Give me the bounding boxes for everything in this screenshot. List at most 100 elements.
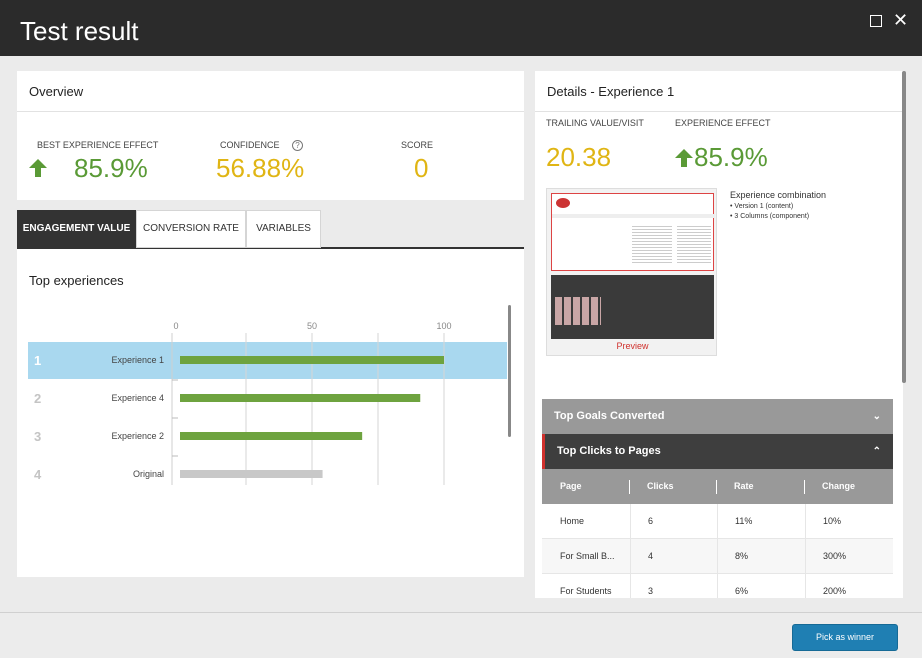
bar: [180, 432, 363, 440]
overview-header: Overview: [17, 71, 524, 112]
preview-thumbnail[interactable]: Preview: [546, 188, 717, 356]
thumbnail-sidebar: [677, 224, 711, 264]
rank-number: 2: [34, 391, 41, 406]
close-icon[interactable]: ✕: [893, 10, 909, 30]
best-effect-label: BEST EXPERIENCE EFFECT: [37, 140, 159, 150]
cell-change: 200%: [823, 586, 847, 596]
row-divider: [630, 539, 631, 574]
best-effect-value: 85.9%: [74, 153, 148, 183]
row-divider: [717, 574, 718, 598]
thumbnail-text: [632, 224, 672, 264]
maximize-icon[interactable]: [870, 15, 882, 27]
combination-item: • 3 Columns (component): [730, 213, 810, 220]
category-label: Experience 4: [111, 393, 164, 403]
preview-link[interactable]: Preview: [616, 341, 649, 351]
experience-effect-value: 85.9%: [694, 142, 768, 172]
tab-variables[interactable]: VARIABLES: [246, 210, 321, 248]
clicks-table: Page Clicks Rate Change Home 6 11% 10% F…: [542, 469, 893, 598]
tab-bar: ENGAGEMENT VALUE CONVERSION RATE VARIABL…: [17, 210, 524, 249]
col-clicks: Clicks: [647, 481, 674, 491]
score-value: 0: [414, 153, 429, 183]
bar: [180, 470, 323, 478]
help-icon[interactable]: ?: [292, 140, 303, 151]
top-experiences-chart: 0 50 100 1 Experience 1 2 Experience 4 3 Experie…: [28, 321, 507, 485]
top-clicks-accordion[interactable]: Top Clicks to Pages ⌃: [542, 434, 893, 469]
top-goals-label: Top Goals Converted: [554, 410, 665, 422]
details-panel: Details - Experience 1 TRAILING VALUE/VI…: [535, 71, 903, 598]
bar: [180, 394, 421, 402]
overview-panel: Overview BEST EXPERIENCE EFFECT 85.9% CO…: [17, 71, 524, 200]
category-label: Experience 2: [111, 431, 164, 441]
combination-item-text: 3 Columns (component): [734, 213, 810, 220]
rank-number: 1: [34, 353, 41, 368]
x-tick-label: 0: [173, 321, 178, 331]
thumbnail-logo: [556, 198, 570, 208]
confidence-value: 56.88%: [216, 153, 305, 183]
category-label: Original: [133, 469, 164, 479]
cell-clicks: 3: [648, 586, 654, 596]
col-rate: Rate: [734, 481, 754, 491]
arrow-up-icon: [29, 159, 47, 177]
details-scrollbar[interactable]: [902, 71, 906, 383]
cell-change: 10%: [823, 516, 842, 526]
table-row[interactable]: Home 6 11% 10%: [542, 504, 893, 539]
row-divider: [630, 504, 631, 539]
tab-conversion-rate[interactable]: CONVERSION RATE: [136, 210, 246, 248]
category-label: Experience 1: [111, 355, 164, 365]
rank-number: 3: [34, 429, 41, 444]
bar: [180, 356, 444, 364]
details-header: Details - Experience 1: [535, 71, 903, 112]
row-divider: [717, 539, 718, 574]
x-tick-label: 50: [307, 321, 317, 331]
pick-winner-button[interactable]: Pick as winner: [792, 624, 898, 651]
col-page: Page: [560, 481, 582, 491]
top-experiences-title: Top experiences: [29, 273, 124, 288]
window-title: Test result: [20, 16, 139, 46]
combination-item-text: Version 1 (content): [734, 203, 794, 210]
thumbnail-page: [551, 193, 715, 271]
cell-rate: 8%: [735, 551, 749, 561]
thumbnail-footer: [551, 275, 714, 339]
cell-change: 300%: [823, 551, 847, 561]
chevron-up-icon: ⌃: [872, 446, 881, 457]
combination-title: Experience combination: [730, 190, 827, 200]
tab-engagement-value[interactable]: ENGAGEMENT VALUE: [17, 210, 136, 248]
trailing-value-label: TRAILING VALUE/VISIT: [546, 118, 644, 128]
cell-clicks: 6: [648, 516, 654, 526]
row-divider: [630, 574, 631, 598]
row-divider: [805, 504, 806, 539]
column-divider: [804, 480, 805, 494]
experience-effect-label: EXPERIENCE EFFECT: [675, 118, 771, 128]
column-divider: [716, 480, 717, 494]
cell-rate: 6%: [735, 586, 749, 596]
score-label: SCORE: [401, 140, 434, 150]
col-change: Change: [822, 481, 856, 491]
thumbnail-nav: [552, 214, 715, 218]
chevron-down-icon: ⌄: [872, 411, 881, 422]
x-tick-label: 100: [436, 321, 451, 331]
row-divider: [717, 504, 718, 539]
combination-item: • Version 1 (content): [730, 203, 794, 210]
cell-page: For Students: [560, 586, 612, 596]
column-divider: [629, 480, 630, 494]
confidence-label: CONFIDENCE: [220, 140, 280, 150]
row-divider: [805, 539, 806, 574]
thumbnail-photos: [555, 297, 601, 325]
chart-scrollbar[interactable]: [508, 305, 511, 437]
top-clicks-label: Top Clicks to Pages: [557, 445, 661, 457]
table-row[interactable]: For Small B... 4 8% 300%: [542, 539, 893, 574]
title-bar: Test result ✕: [0, 0, 922, 56]
cell-page: For Small B...: [560, 551, 615, 561]
cell-clicks: 4: [648, 551, 654, 561]
cell-rate: 11%: [735, 516, 753, 526]
cell-page: Home: [560, 516, 585, 526]
top-goals-accordion[interactable]: Top Goals Converted ⌄: [542, 399, 893, 434]
footer-bar: Pick as winner: [0, 612, 922, 658]
row-divider: [805, 574, 806, 598]
rank-number: 4: [34, 467, 42, 482]
table-header: Page Clicks Rate Change: [542, 469, 893, 504]
arrow-up-icon: [675, 149, 693, 167]
table-row[interactable]: For Students 3 6% 200%: [542, 574, 893, 598]
trailing-value: 20.38: [546, 142, 612, 172]
top-experiences-panel: Top experiences 0 50 100 1 Experience 1 2 Expe…: [17, 249, 524, 577]
